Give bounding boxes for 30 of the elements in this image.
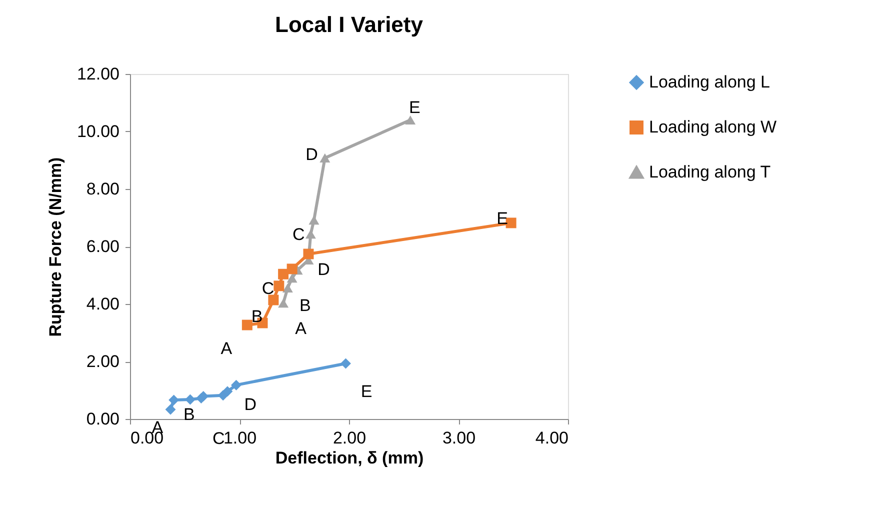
x-tick-label: 4.00 (535, 428, 568, 448)
chart-title: Local I Variety (275, 12, 424, 37)
annotation: D (318, 260, 330, 280)
x-tick-label: 3.00 (442, 428, 476, 448)
y-axis-title: Rupture Force (N/mm) (46, 157, 65, 337)
y-tick-label: 2.00 (86, 352, 120, 371)
legend-label: Loading along W (649, 118, 777, 136)
annotation: E (360, 382, 372, 401)
x-tick-label: 1.00 (223, 428, 257, 448)
y-tick-label: 8.00 (86, 180, 120, 198)
y-tick-label: 0.00 (86, 410, 120, 428)
y-tick-label: 6.00 (86, 237, 120, 256)
y-tick-label: 4.00 (86, 294, 120, 314)
annotation: A (295, 319, 308, 338)
annotation: B (183, 404, 195, 424)
annotation: B (251, 306, 263, 326)
text: C (212, 429, 225, 448)
annotation: B (300, 296, 311, 316)
x-tick-label: 2.00 (332, 428, 366, 448)
annotation: D (244, 394, 257, 414)
annotation: C (292, 225, 305, 244)
annotation: A (220, 339, 233, 358)
annotation: C (262, 279, 274, 298)
y-tick-label: 12.00 (76, 64, 120, 84)
legend-label: Loading along L (649, 72, 770, 92)
y-tick-label: 10.00 (76, 122, 120, 141)
annotation: D (306, 145, 318, 164)
x-axis-title: Deflection, δ (mm) (275, 448, 424, 468)
annotation: E (409, 98, 420, 117)
legend-label: Loading along T (649, 162, 771, 182)
